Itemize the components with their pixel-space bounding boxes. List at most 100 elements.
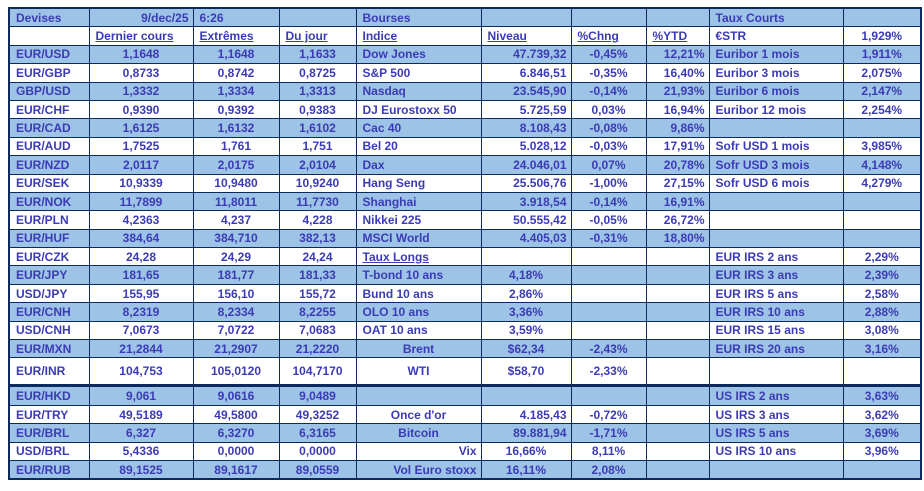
currency-pair-label: USD/BRL xyxy=(8,441,90,461)
table-row: USD/JPY 155,95 156,10 155,72 Bund 10 ans 2,86… xyxy=(8,283,922,304)
taux-label: EUR IRS 5 ans xyxy=(708,283,844,304)
chng-value: 8,11% xyxy=(570,441,647,461)
currency-pair-label: EUR/TRY xyxy=(8,404,90,425)
currency-pair-label: EUR/SEK xyxy=(8,173,90,193)
taux-label: EUR IRS 3 ans xyxy=(708,265,844,285)
extremes-value: 89,1617 xyxy=(192,459,280,480)
indice-label: OAT 10 ans xyxy=(355,320,482,341)
bourses-section-title: Bourses xyxy=(355,7,482,28)
chng-value xyxy=(570,320,647,341)
indice-label: Dow Jones xyxy=(355,44,482,65)
du-jour-value: 104,7170 xyxy=(278,357,357,388)
du-jour-value: 10,9240 xyxy=(278,173,357,193)
table-row: EUR/JPY 181,65 181,77 181,33 T-bond 10 ans 4,… xyxy=(8,265,922,285)
ytd-value: 17,91% xyxy=(645,136,710,157)
dernier-cours-value: 8,2319 xyxy=(88,302,194,322)
dernier-cours-value: 1,6125 xyxy=(88,118,194,138)
taux-label: US IRS 3 ans xyxy=(708,404,844,425)
dernier-cours-value: 10,9339 xyxy=(88,173,194,193)
taux-label: Sofr USD 6 mois xyxy=(708,173,844,193)
col-header-indice: Indice xyxy=(355,26,482,46)
niveau-value: 24.046,01 xyxy=(480,155,572,175)
chng-value: -0,03% xyxy=(570,136,647,157)
taux-value: 2,39% xyxy=(842,265,922,285)
dernier-cours-value: 1,1648 xyxy=(88,44,194,65)
chng-value: -2,43% xyxy=(570,339,647,359)
niveau-value: 6.846,51 xyxy=(480,63,572,83)
chng-value: -0,05% xyxy=(570,210,647,230)
dernier-cours-value: 155,95 xyxy=(88,283,194,304)
indice-label: Vol Euro stoxx xyxy=(355,459,482,480)
niveau-value: 50.555,42 xyxy=(480,210,572,230)
empty-cell xyxy=(480,7,572,28)
taux-label: EUR IRS 15 ans xyxy=(708,320,844,341)
dernier-cours-value: 1,3332 xyxy=(88,81,194,101)
niveau-value: 5.725,59 xyxy=(480,99,572,120)
chng-value xyxy=(570,302,647,322)
estr-label: €STR xyxy=(708,26,844,46)
ytd-value xyxy=(645,283,710,304)
du-jour-value: 382,13 xyxy=(278,228,357,249)
taux-courts-section-title: Taux Courts xyxy=(708,7,844,28)
niveau-value: 4.405,03 xyxy=(480,228,572,249)
currency-pair-label: EUR/GBP xyxy=(8,63,90,83)
du-jour-value: 21,2220 xyxy=(278,339,357,359)
chng-value: -0,35% xyxy=(570,63,647,83)
col-header-dernier-cours: Dernier cours xyxy=(88,26,194,46)
extremes-value: 384,710 xyxy=(192,228,280,249)
ytd-value xyxy=(645,320,710,341)
taux-value: 4,279% xyxy=(842,173,922,193)
chng-value xyxy=(570,385,647,406)
indice-label: OLO 10 ans xyxy=(355,302,482,322)
du-jour-value: 181,33 xyxy=(278,265,357,285)
dernier-cours-value: 89,1525 xyxy=(88,459,194,480)
niveau-value: 8.108,43 xyxy=(480,118,572,138)
currency-pair-label: USD/CNH xyxy=(8,320,90,341)
devises-section-title: Devises xyxy=(8,7,90,28)
table-row: EUR/BRL 6,327 6,3270 6,3165 Bitcoin 89.881,94… xyxy=(8,423,922,443)
taux-value xyxy=(842,357,922,388)
table-row: EUR/CNH 8,2319 8,2334 8,2255 OLO 10 ans 3,36%… xyxy=(8,302,922,322)
table-row: EUR/CHF 0,9390 0,9392 0,9383 DJ Eurostoxx 50… xyxy=(8,99,922,120)
taux-label: US IRS 5 ans xyxy=(708,423,844,443)
table-row: USD/CNH 7,0673 7,0722 7,0683 OAT 10 ans 3,59%… xyxy=(8,320,922,341)
ytd-value: 12,21% xyxy=(645,44,710,65)
currency-pair-label: EUR/AUD xyxy=(8,136,90,157)
ytd-value: 26,72% xyxy=(645,210,710,230)
du-jour-value: 6,3165 xyxy=(278,423,357,443)
currency-pair-label: EUR/CAD xyxy=(8,118,90,138)
taux-label xyxy=(708,357,844,388)
dernier-cours-value: 49,5189 xyxy=(88,404,194,425)
chng-value: -0,31% xyxy=(570,228,647,249)
extremes-value: 6,3270 xyxy=(192,423,280,443)
table-row: USD/BRL 5,4336 0,0000 0,0000 Vix 16,66% 8,11% U… xyxy=(8,441,922,461)
currency-pair-label: EUR/CHF xyxy=(8,99,90,120)
extremes-value: 0,8742 xyxy=(192,63,280,83)
indice-label: Bund 10 ans xyxy=(355,283,482,304)
indice-label: S&P 500 xyxy=(355,63,482,83)
extremes-value: 4,237 xyxy=(192,210,280,230)
extremes-value: 49,5800 xyxy=(192,404,280,425)
dernier-cours-value: 6,327 xyxy=(88,423,194,443)
niveau-value: 16,66% xyxy=(480,441,572,461)
niveau-value: 89.881,94 xyxy=(480,423,572,443)
dernier-cours-value: 104,753 xyxy=(88,357,194,388)
niveau-value: 3.918,54 xyxy=(480,191,572,212)
table-row: EUR/NOK 11,7899 11,8011 11,7730 Shanghai 3.91… xyxy=(8,191,922,212)
ytd-value xyxy=(645,357,710,388)
financial-dashboard: Devises 9/dec/25 6:26 Bourses Taux Court… xyxy=(8,7,922,481)
indice-label: MSCI World xyxy=(355,228,482,249)
currency-pair-label: GBP/USD xyxy=(8,81,90,101)
indice-label: Once d'or xyxy=(355,404,482,425)
currency-pair-label: EUR/CZK xyxy=(8,247,90,267)
taux-value: 2,29% xyxy=(842,247,922,267)
dernier-cours-value: 7,0673 xyxy=(88,320,194,341)
currency-pair-label: EUR/RUB xyxy=(8,459,90,480)
taux-label xyxy=(708,118,844,138)
du-jour-value: 1,751 xyxy=(278,136,357,157)
taux-label xyxy=(708,459,844,480)
date-label: 9/dec/25 xyxy=(88,7,194,28)
extremes-value: 105,0120 xyxy=(192,357,280,388)
currency-pair-label: EUR/NOK xyxy=(8,191,90,212)
taux-value xyxy=(842,210,922,230)
